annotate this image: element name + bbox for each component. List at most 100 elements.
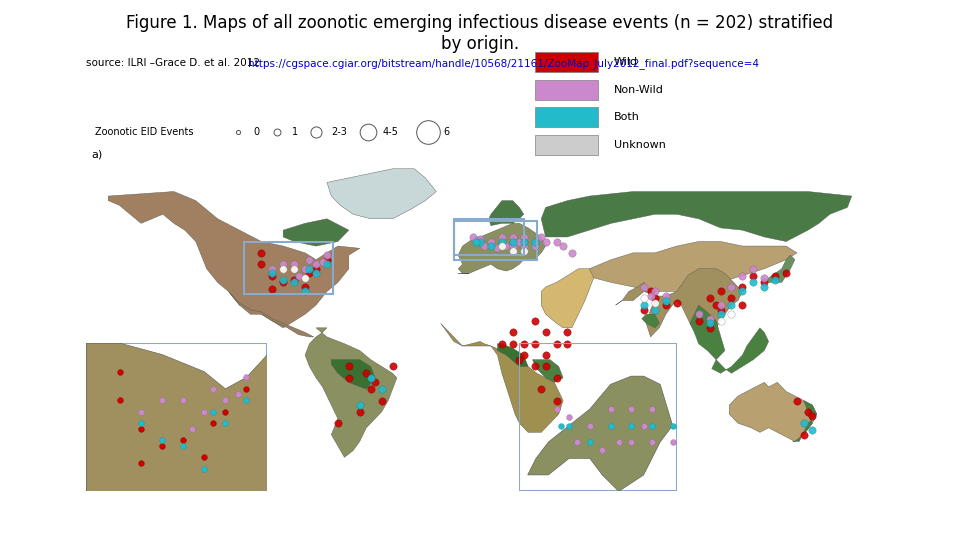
- Point: [549, 404, 564, 413]
- Point: [483, 237, 498, 246]
- Point: [205, 384, 221, 393]
- Point: [713, 287, 729, 296]
- Point: [647, 294, 662, 302]
- Point: [315, 258, 330, 266]
- Point: [734, 271, 750, 280]
- Point: [197, 453, 212, 462]
- Point: [669, 299, 684, 307]
- Point: [746, 278, 761, 287]
- Point: [308, 269, 324, 278]
- Point: [218, 407, 233, 416]
- Point: [320, 255, 335, 264]
- Polygon shape: [642, 314, 660, 328]
- Point: [603, 404, 618, 413]
- Text: by origin.: by origin.: [441, 35, 519, 53]
- Point: [636, 294, 652, 302]
- Point: [702, 319, 717, 328]
- Point: [494, 233, 510, 241]
- Point: [155, 442, 170, 450]
- Polygon shape: [108, 192, 360, 328]
- Polygon shape: [86, 343, 268, 491]
- Point: [538, 362, 553, 371]
- Point: [612, 437, 627, 446]
- Point: [301, 269, 317, 278]
- Point: [796, 419, 811, 428]
- Point: [804, 426, 820, 434]
- Point: [133, 418, 149, 427]
- Point: [549, 340, 564, 348]
- Point: [505, 242, 520, 251]
- Point: [636, 301, 652, 309]
- Bar: [535, 79, 598, 99]
- Text: 4-5: 4-5: [383, 127, 398, 137]
- Polygon shape: [228, 292, 314, 337]
- Point: [516, 237, 532, 246]
- Point: [767, 271, 782, 280]
- Point: [276, 265, 291, 273]
- Polygon shape: [331, 360, 375, 389]
- Point: [624, 404, 639, 413]
- Point: [724, 282, 739, 291]
- Point: [527, 340, 542, 348]
- Point: [253, 248, 269, 257]
- Polygon shape: [764, 255, 795, 282]
- Point: [330, 419, 346, 428]
- Point: [594, 446, 610, 455]
- Point: [665, 421, 681, 430]
- Text: 1: 1: [292, 127, 299, 137]
- Point: [505, 246, 520, 255]
- Point: [516, 233, 532, 241]
- Point: [286, 278, 301, 287]
- Point: [265, 265, 280, 273]
- Polygon shape: [283, 219, 348, 246]
- Point: [734, 301, 750, 309]
- Point: [291, 271, 306, 280]
- Point: [724, 310, 739, 319]
- Point: [713, 305, 729, 314]
- Point: [804, 412, 820, 421]
- Point: [516, 351, 532, 360]
- Point: [746, 265, 761, 273]
- Bar: [535, 52, 598, 72]
- Text: Wild: Wild: [613, 57, 638, 67]
- Point: [286, 265, 301, 273]
- Polygon shape: [793, 401, 817, 441]
- Text: Both: Both: [613, 112, 639, 122]
- Point: [230, 390, 246, 399]
- Point: [702, 294, 717, 302]
- Point: [756, 282, 772, 291]
- Point: [624, 421, 639, 430]
- Point: [265, 269, 280, 278]
- Point: [197, 464, 212, 473]
- Point: [562, 413, 577, 422]
- Point: [320, 251, 335, 259]
- Point: [363, 374, 378, 382]
- Point: [659, 296, 674, 305]
- Point: [512, 355, 527, 364]
- Point: [265, 271, 280, 280]
- Point: [564, 248, 580, 257]
- Text: Unknown: Unknown: [613, 140, 665, 150]
- Point: [569, 437, 585, 446]
- Point: [647, 299, 662, 307]
- Point: [702, 314, 717, 323]
- Polygon shape: [690, 305, 769, 373]
- Text: source: ILRI –Grace D. et al. 2012: source: ILRI –Grace D. et al. 2012: [86, 58, 264, 68]
- Point: [644, 421, 660, 430]
- Bar: [535, 107, 598, 127]
- Point: [373, 396, 390, 405]
- Polygon shape: [533, 360, 564, 382]
- Point: [556, 242, 571, 251]
- Point: [549, 374, 564, 382]
- Point: [796, 430, 811, 439]
- Point: [176, 442, 191, 450]
- Point: [276, 260, 291, 268]
- Point: [184, 424, 200, 433]
- Point: [218, 418, 233, 427]
- Point: [301, 265, 317, 273]
- Point: [713, 301, 729, 309]
- Point: [308, 265, 324, 273]
- Text: 2-3: 2-3: [331, 127, 347, 137]
- Point: [538, 351, 553, 360]
- Point: [373, 385, 390, 394]
